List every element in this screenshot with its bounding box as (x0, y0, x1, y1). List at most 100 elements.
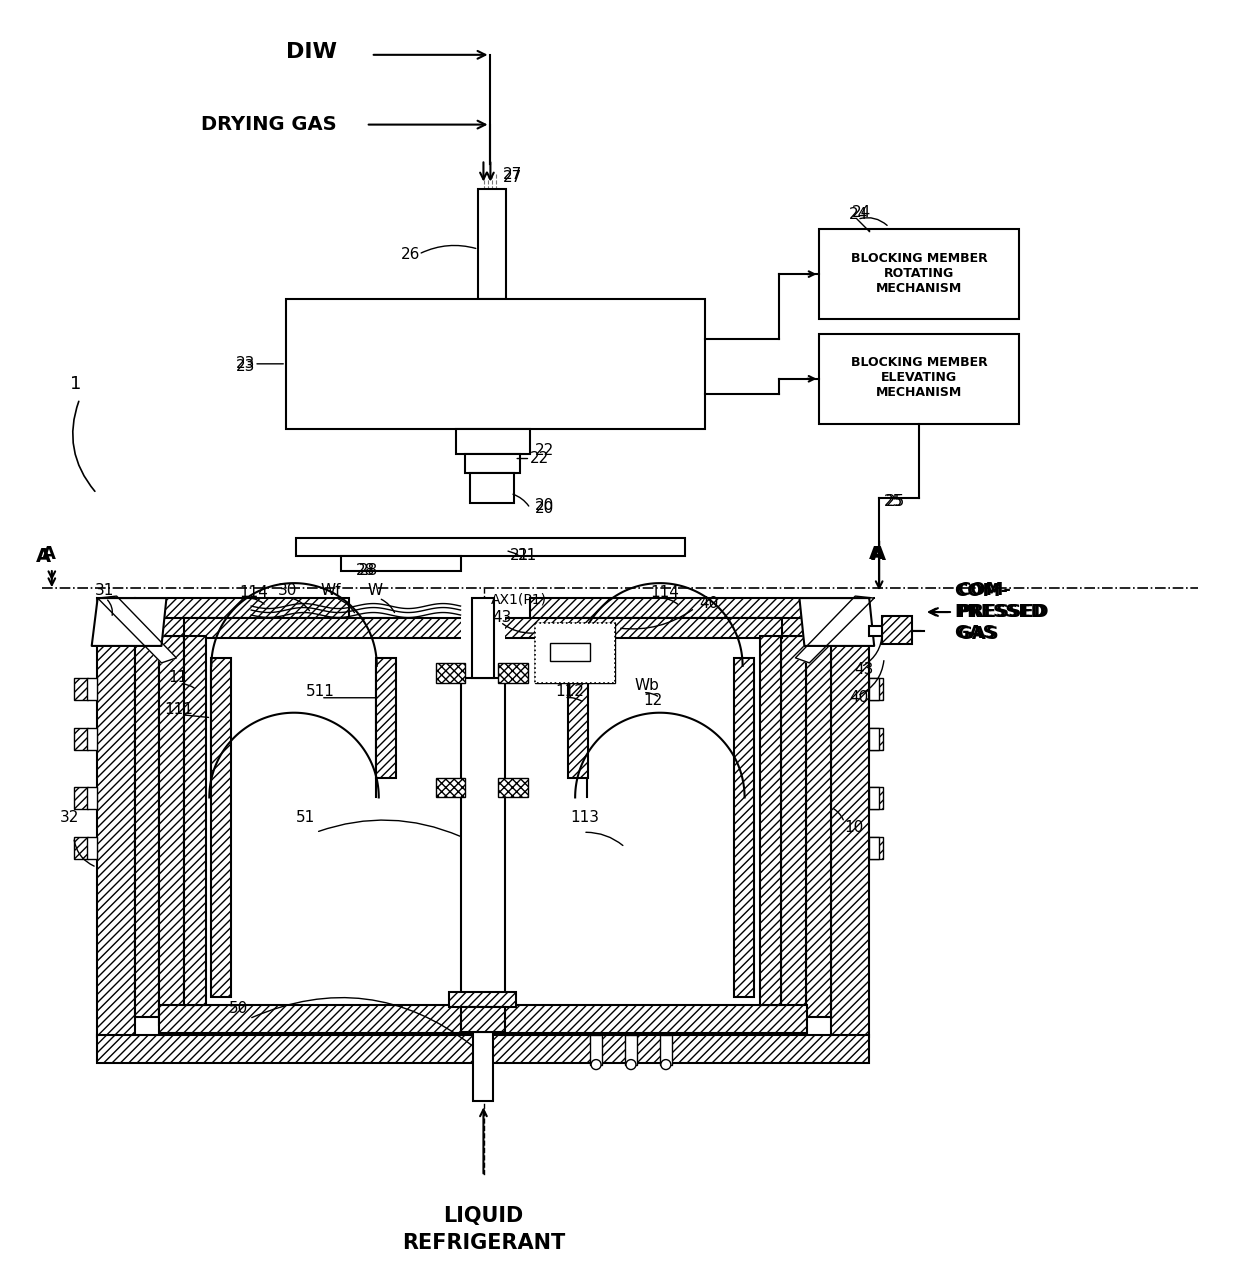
Bar (449, 992, 516, 1007)
Text: 28: 28 (356, 563, 374, 578)
Text: Wb: Wb (635, 678, 660, 693)
Text: 27: 27 (503, 167, 522, 182)
Text: BLOCKING MEMBER
ROTATING
MECHANISM: BLOCKING MEMBER ROTATING MECHANISM (851, 252, 987, 295)
Bar (831, 598, 869, 1037)
Bar (498, 663, 528, 683)
Text: 32: 32 (60, 810, 79, 825)
Bar (460, 616, 506, 640)
Text: 40: 40 (699, 596, 719, 611)
Text: 43: 43 (854, 663, 874, 677)
Text: 20: 20 (536, 501, 554, 516)
Bar (734, 658, 754, 997)
Bar (185, 636, 206, 1004)
Text: 21: 21 (511, 548, 529, 563)
Bar (551, 643, 590, 660)
Text: 114: 114 (239, 584, 268, 600)
Polygon shape (795, 596, 874, 663)
Text: DIW: DIW (286, 42, 337, 62)
Bar (73, 678, 88, 700)
Polygon shape (92, 598, 166, 646)
Text: 12: 12 (642, 693, 662, 708)
Text: COM-
PRESSED
GAS: COM- PRESSED GAS (957, 581, 1049, 643)
Text: 51: 51 (296, 810, 315, 825)
Text: 112: 112 (556, 684, 584, 700)
Bar (479, 190, 506, 299)
Bar (590, 1035, 603, 1065)
Bar (820, 229, 1019, 319)
Text: 30: 30 (278, 583, 298, 597)
Bar (869, 678, 883, 700)
Text: Wf: Wf (321, 583, 341, 597)
Text: A: A (872, 545, 887, 564)
Bar (577, 619, 806, 636)
Bar (97, 598, 135, 1037)
Bar (806, 619, 831, 1017)
Bar (882, 616, 913, 644)
Bar (87, 837, 97, 859)
Text: A: A (869, 545, 883, 563)
Text: 28: 28 (358, 563, 378, 578)
Text: 50: 50 (229, 1002, 248, 1016)
Bar (820, 334, 1019, 424)
Text: 23: 23 (237, 357, 255, 372)
Bar (286, 299, 704, 429)
Bar (869, 837, 879, 859)
Bar (869, 837, 883, 859)
Circle shape (661, 1060, 671, 1070)
Text: 26: 26 (401, 247, 420, 262)
Text: 24: 24 (849, 206, 868, 221)
Bar (660, 1035, 672, 1065)
Text: 22: 22 (531, 452, 549, 466)
Bar (97, 1035, 869, 1063)
Bar (185, 619, 782, 638)
Text: 43: 43 (492, 610, 512, 625)
Bar (472, 598, 495, 678)
Bar (160, 1004, 807, 1032)
Bar (435, 778, 465, 797)
Bar (465, 454, 521, 473)
Bar (73, 837, 88, 859)
Bar (87, 788, 97, 810)
Text: 22: 22 (536, 443, 554, 458)
Bar (376, 658, 396, 778)
Bar (869, 727, 883, 750)
Text: 25: 25 (887, 493, 905, 509)
Text: 511: 511 (306, 684, 335, 700)
Bar (470, 473, 515, 503)
Text: 114: 114 (650, 584, 678, 600)
Text: AX1(P1): AX1(P1) (490, 592, 547, 606)
Bar (760, 636, 781, 1004)
Bar (536, 622, 615, 683)
Text: 20: 20 (536, 498, 554, 512)
Bar (296, 539, 684, 557)
Text: A: A (42, 545, 56, 563)
Bar (160, 636, 185, 1025)
Bar (869, 788, 879, 810)
Bar (87, 727, 97, 750)
Text: 31: 31 (94, 583, 114, 597)
Bar (460, 1007, 506, 1032)
Bar (341, 557, 460, 572)
Bar (460, 678, 506, 1007)
Bar (474, 1032, 494, 1102)
Bar (869, 727, 879, 750)
Circle shape (591, 1060, 601, 1070)
Text: 10: 10 (844, 820, 863, 835)
Bar (869, 626, 882, 636)
Text: 111: 111 (165, 702, 193, 717)
Text: 11: 11 (169, 670, 187, 686)
Text: 23: 23 (237, 359, 255, 374)
Circle shape (626, 1060, 636, 1070)
Bar (498, 778, 528, 797)
Bar (536, 622, 615, 683)
Bar (869, 678, 879, 700)
Polygon shape (98, 596, 176, 663)
Bar (869, 788, 883, 810)
Bar (781, 636, 806, 1025)
Text: 1: 1 (69, 374, 81, 392)
Text: 21: 21 (518, 548, 538, 563)
Bar (625, 1035, 637, 1065)
Text: 27: 27 (503, 170, 522, 185)
Text: 24: 24 (852, 205, 872, 220)
Text: W: W (368, 583, 383, 597)
